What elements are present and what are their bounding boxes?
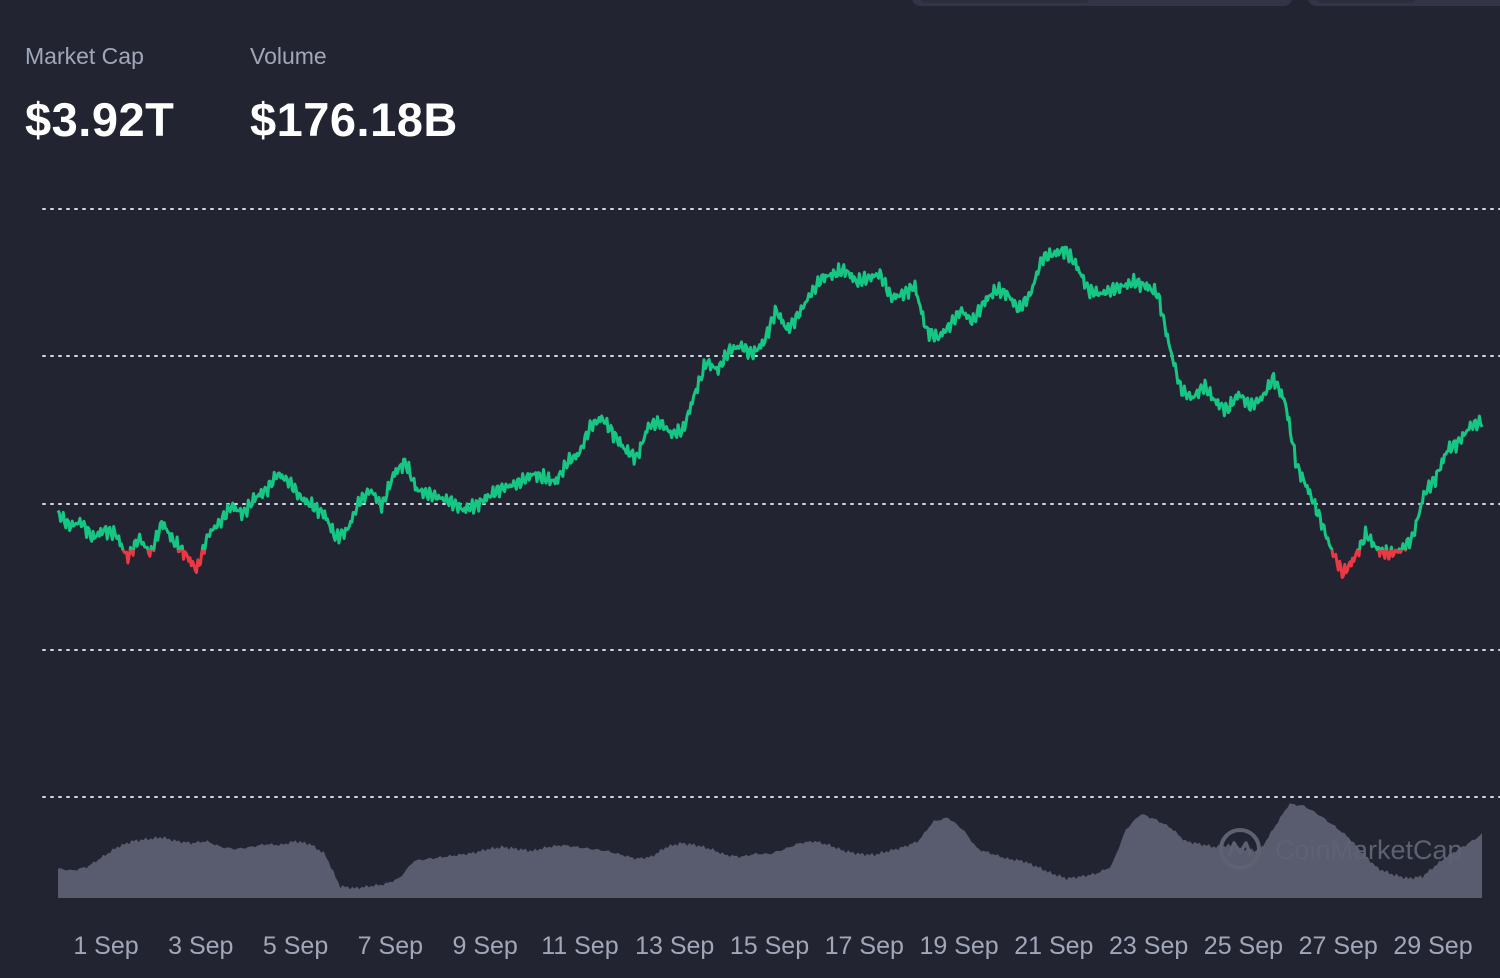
volume-label: Volume [250,43,327,69]
timeframe-tab-active[interactable] [920,0,1090,3]
x-tick-label: 29 Sep [1393,932,1472,960]
price-line-down-segment [1381,549,1388,560]
price-line-down-segment [121,549,132,565]
x-tick-label: 25 Sep [1204,932,1283,960]
volume-value: $176.18B [250,93,458,146]
price-line-down-segment [176,549,182,554]
chart-type-tab-active[interactable] [1316,0,1416,3]
price-line-down-segment [152,549,156,553]
price-line-up-segment [203,245,1334,551]
price-line-down-segment [1377,549,1383,558]
volume-stat: Volume $176.18B [250,42,458,148]
x-tick-label: 11 Sep [541,932,618,960]
x-tick-label: 23 Sep [1109,932,1188,960]
price-line-up-segment [1389,545,1394,551]
chart-type-tab-group[interactable] [1308,0,1500,6]
price-line-up-segment [1404,414,1484,551]
timeframe-tab-group[interactable] [912,0,1292,6]
market-cap-value: $3.92T [25,93,175,146]
price-line-down-segment [130,549,136,557]
x-tick-label: 13 Sep [635,932,714,960]
price-line-up-segment [56,509,125,551]
price-line-up-segment [1397,547,1401,551]
x-tick-label: 5 Sep [263,932,328,960]
coinmarketcap-watermark: CoinMarketCap [1219,828,1463,870]
price-line-down-segment [1356,549,1362,558]
market-cap-stat: Market Cap $3.92T [25,42,174,148]
price-line-up-segment [200,543,206,551]
price-line-down-segment [1390,548,1401,558]
price-line-down-segment [146,549,153,558]
x-tick-label: 27 Sep [1299,932,1378,960]
x-tick-label: 17 Sep [825,932,904,960]
watermark-text: CoinMarketCap [1275,835,1463,865]
price-line-up-segment [1379,546,1385,551]
x-tick-label: 15 Sep [730,932,809,960]
grid-lines [42,208,1500,798]
x-tick-label: 7 Sep [358,932,423,960]
market-cap-label: Market Cap [25,43,144,69]
price-line-up-segment [132,532,150,551]
x-tick-label: 1 Sep [73,932,138,960]
price-line-up-segment [152,520,180,551]
price-line-up-segment [178,544,185,551]
price-line-down-segment [1330,549,1360,579]
price-line-up-segment [1358,525,1381,552]
volume-area [58,803,1482,898]
price-line-down-segment [202,549,207,555]
x-tick-label: 19 Sep [919,932,998,960]
x-tick-label: 3 Sep [168,932,233,960]
coinmarketcap-logo-icon [1219,828,1261,870]
price-line-up-segment [1384,544,1389,551]
volume-area-path [58,803,1482,898]
x-tick-label: 21 Sep [1014,932,1093,960]
price-line-down-segment [181,549,204,574]
price-line-up-segment [128,545,133,551]
x-axis: 1 Sep 3 Sep 5 Sep 7 Sep 9 Sep 11 Sep 13 Sep 15 … [73,932,1472,960]
x-tick-label: 9 Sep [452,932,517,960]
price-line [56,245,1484,579]
price-line-down-segment [1398,549,1403,554]
price-line-down-segment [1385,549,1393,561]
